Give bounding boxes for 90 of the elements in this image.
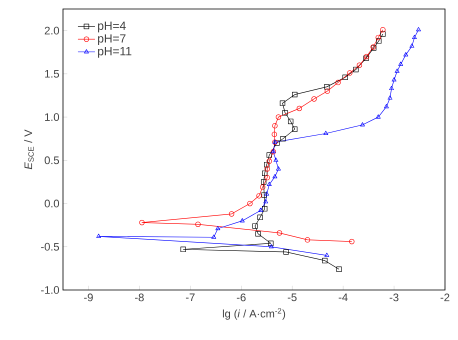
point: [282, 110, 288, 116]
point: [376, 38, 382, 44]
point: [360, 122, 365, 126]
point: [311, 96, 317, 102]
point: [260, 184, 266, 190]
point: [392, 77, 396, 82]
legend-label: pH=7: [98, 34, 126, 46]
point: [195, 222, 201, 227]
point: [376, 114, 381, 119]
point: [264, 162, 270, 168]
point: [403, 52, 408, 56]
x-axis-title: lg (i / A·cm$^{-2}$): [222, 308, 286, 320]
point: [257, 214, 263, 220]
point: [96, 234, 102, 238]
point: [353, 66, 359, 72]
point: [266, 158, 272, 164]
point: [356, 62, 362, 68]
y-tick-label: 1.0: [45, 113, 60, 121]
point: [280, 136, 286, 142]
point: [260, 179, 266, 185]
point: [388, 95, 392, 100]
point: [323, 130, 328, 135]
legend-label: pH=11: [98, 47, 132, 58]
point: [240, 218, 245, 222]
point: [262, 206, 268, 212]
point: [283, 249, 289, 255]
point: [228, 211, 234, 217]
point: [288, 118, 294, 124]
point: [266, 182, 272, 186]
point: [262, 170, 268, 176]
point: [342, 74, 348, 80]
point: [215, 226, 220, 230]
point: [211, 234, 216, 239]
point: [247, 200, 253, 206]
y-tick-label: 1.5: [45, 70, 60, 78]
point: [347, 70, 352, 76]
point: [276, 166, 281, 170]
point: [272, 123, 278, 128]
y-axis-title: E$_{SCE}$ / V: [24, 130, 34, 170]
y-tick-label: 0.0: [44, 200, 60, 208]
x-tick-label: -6: [236, 294, 246, 302]
point: [292, 126, 298, 132]
x-tick-label: -3: [390, 294, 398, 302]
y-tick-label: -1.0: [41, 286, 60, 294]
x-tick-label: -2: [440, 294, 450, 302]
point: [394, 68, 400, 73]
x-tick-label: -8: [135, 294, 144, 302]
y-tick-label: 0.5: [44, 156, 60, 164]
point: [336, 266, 342, 272]
point: [261, 192, 267, 198]
point: [324, 84, 330, 90]
point: [296, 106, 302, 112]
point: [276, 230, 282, 236]
point: [412, 34, 417, 40]
point: [335, 80, 341, 86]
point: [264, 166, 270, 172]
x-tick-label: -9: [84, 294, 93, 302]
point: [410, 43, 414, 48]
point: [274, 158, 278, 162]
point: [268, 240, 274, 246]
x-tick-label: -5: [288, 294, 297, 302]
point: [280, 100, 286, 106]
point: [268, 244, 274, 248]
point: [264, 174, 270, 180]
y-tick-label: 2.0: [44, 26, 60, 34]
point: [322, 258, 328, 264]
point: [180, 246, 186, 252]
point: [272, 132, 278, 138]
x-tick-label: -7: [186, 294, 195, 302]
point: [380, 31, 386, 37]
point: [256, 193, 262, 198]
point: [384, 104, 389, 108]
point: [292, 92, 298, 98]
point: [266, 152, 272, 158]
point: [389, 86, 394, 90]
x-tick-label: -4: [338, 294, 348, 302]
point: [324, 88, 330, 94]
point: [139, 220, 145, 226]
point: [276, 114, 282, 120]
point: [376, 34, 381, 40]
point: [264, 191, 270, 196]
point: [258, 208, 263, 212]
point: [304, 237, 310, 243]
point: [252, 223, 258, 229]
point: [263, 199, 268, 204]
point: [398, 62, 404, 66]
y-tick-label: -0.5: [41, 242, 60, 251]
legend-label: pH=4: [98, 22, 126, 32]
point: [255, 231, 261, 236]
point: [272, 174, 278, 178]
